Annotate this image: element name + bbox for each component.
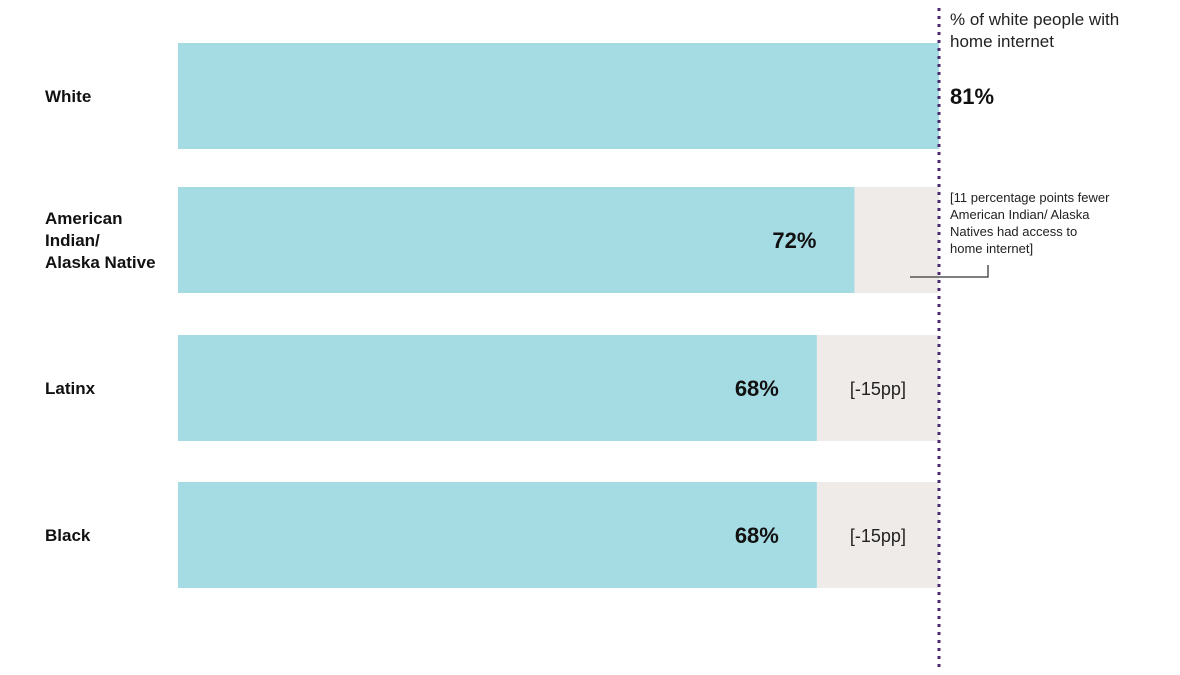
value-label-black: 68%: [735, 523, 779, 548]
reference-value-label: 81%: [950, 84, 994, 109]
gap-layer: [816, 187, 939, 588]
category-label-line: Black: [45, 526, 91, 545]
annotation-note-line: American Indian/ Alaska: [950, 207, 1090, 222]
annotation-connector: [910, 265, 989, 278]
label-layer: White American Indian/Alaska Native 72% Lati…: [45, 87, 906, 548]
value-label-latinx: 68%: [735, 376, 779, 401]
bar-layer: [178, 43, 939, 588]
reference-title-line: home internet: [950, 32, 1054, 51]
bar-american-indian-alaska-native: [178, 187, 855, 293]
annotation-layer: [11 percentage points fewer American Indi…: [910, 190, 1110, 278]
bar-black: [178, 482, 817, 588]
gap-label-latinx: [-15pp]: [850, 379, 906, 399]
reference-layer: % of white people with home internet 81%: [937, 8, 1119, 672]
gap-bar-american-indian-alaska-native: [854, 187, 939, 293]
gap-bar-latinx: [816, 335, 939, 441]
annotation-note: [11 percentage points fewer American Indi…: [950, 190, 1110, 256]
reference-title: % of white people with home internet: [950, 10, 1119, 51]
annotation-note-line: Natives had access to: [950, 224, 1077, 239]
gap-bar-black: [816, 482, 939, 588]
category-label-american-indian-alaska-native: American Indian/Alaska Native: [45, 209, 156, 272]
annotation-note-line: home internet]: [950, 241, 1033, 256]
bar-white: [178, 43, 939, 149]
category-label-line: Indian/: [45, 231, 100, 250]
category-label-black: Black: [45, 526, 91, 545]
gap-label-black: [-15pp]: [850, 526, 906, 546]
category-label-line: American: [45, 209, 122, 228]
category-label-latinx: Latinx: [45, 379, 96, 398]
category-label-line: Alaska Native: [45, 253, 156, 272]
category-label-white: White: [45, 87, 91, 106]
annotation-note-line: [11 percentage points fewer: [950, 190, 1110, 205]
category-label-line: Latinx: [45, 379, 96, 398]
category-label-line: White: [45, 87, 91, 106]
bar-latinx: [178, 335, 817, 441]
reference-title-line: % of white people with: [950, 10, 1119, 29]
value-label-american-indian-alaska-native: 72%: [772, 228, 816, 253]
